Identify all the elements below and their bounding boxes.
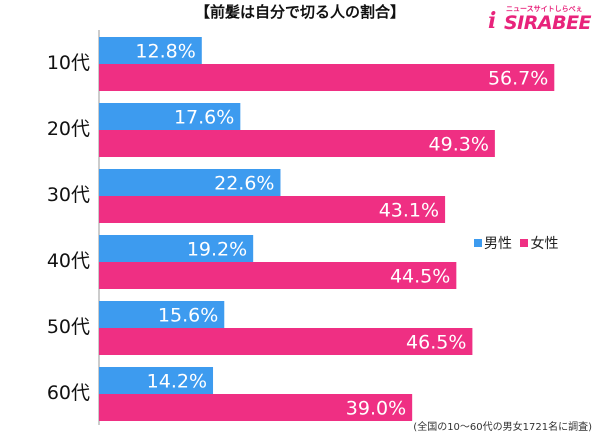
data-label-male: 12.8% (135, 41, 195, 63)
data-label-female: 44.5% (390, 266, 450, 288)
sirabee-logo: i ニュースサイトしらべぇ SIRABEE (488, 4, 598, 34)
legend-item-female: 女性 (520, 233, 558, 253)
data-label-female: 56.7% (488, 68, 548, 90)
category-label: 60代 (47, 382, 90, 404)
legend-item-male: 男性 (474, 233, 512, 253)
category-label: 50代 (47, 316, 90, 338)
legend-label-female: 女性 (530, 236, 559, 252)
bar-female (99, 394, 413, 421)
category-label: 40代 (47, 250, 90, 272)
legend-swatch-male (474, 239, 482, 247)
data-label-male: 14.2% (147, 371, 207, 393)
category-label: 30代 (47, 184, 90, 206)
bar-female (99, 262, 457, 289)
data-label-female: 39.0% (346, 398, 406, 420)
legend-swatch-female (520, 239, 529, 247)
bar-male (99, 235, 254, 262)
data-label-male: 19.2% (187, 239, 247, 261)
data-label-female: 43.1% (379, 200, 439, 222)
bar-female (99, 196, 446, 223)
bar-female (99, 64, 555, 91)
logo-subtext: ニュースサイトしらべぇ (506, 5, 583, 13)
legend: 男性 女性 (474, 233, 562, 253)
bar-female (99, 328, 473, 355)
bar-female (99, 130, 495, 157)
data-label-male: 17.6% (174, 107, 234, 129)
data-label-male: 22.6% (214, 173, 274, 195)
bar-male (99, 169, 281, 196)
bar-male (99, 301, 225, 328)
logo-mark-icon: i (488, 8, 497, 34)
bar-male (99, 103, 241, 130)
data-label-female: 46.5% (406, 332, 466, 354)
data-label-male: 15.6% (158, 305, 218, 327)
chart-title: 【前髪は自分で切る人の割合】 (194, 3, 405, 21)
data-label-female: 49.3% (429, 134, 489, 156)
logo-text: SIRABEE (504, 12, 592, 34)
bar-male (99, 37, 202, 64)
category-label: 10代 (47, 52, 90, 74)
bar-male (99, 367, 214, 394)
legend-label-male: 男性 (484, 236, 512, 252)
footnote: (全国の10〜60代の男女1721名に調査) (413, 422, 592, 433)
category-label: 20代 (47, 118, 90, 140)
